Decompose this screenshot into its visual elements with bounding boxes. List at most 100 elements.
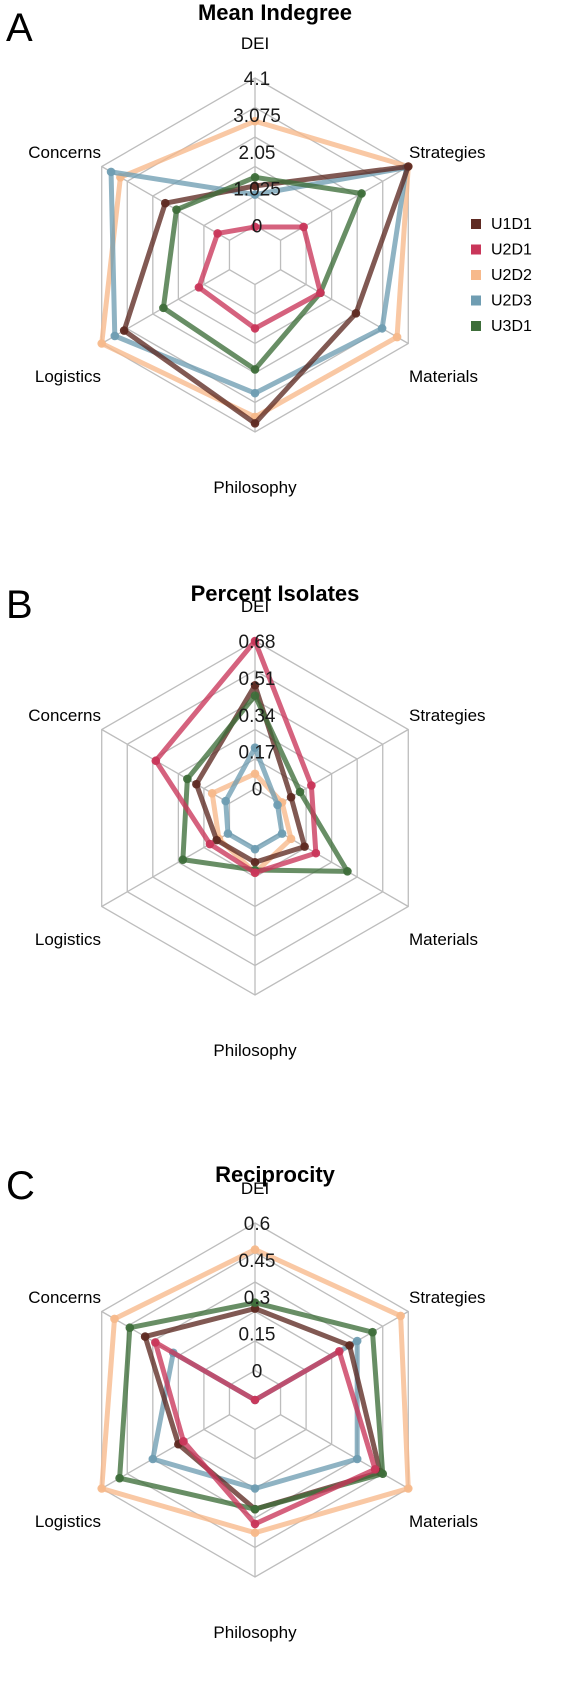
axis-label-philosophy: Philosophy — [213, 1623, 297, 1642]
panel-letter-c: C — [6, 1164, 35, 1208]
data-point-u2d3-dei — [250, 743, 260, 753]
tick-labels: 0 1.025 2.05 3.075 4.1 — [233, 69, 281, 238]
tick-label: 0.6 — [244, 1214, 270, 1235]
data-point-u3d1-concerns — [125, 1323, 135, 1333]
data-point-u1d1-strategies — [286, 792, 296, 802]
tick-label: 3.075 — [233, 106, 281, 127]
data-point-u2d2-strategies — [396, 1311, 405, 1321]
chart-title-percent-isolates: Percent Isolates — [191, 581, 360, 606]
data-point-u3d1-concerns — [183, 774, 192, 784]
legend-label-u2d3: U2D3 — [491, 293, 532, 310]
data-point-u3d1-strategies — [368, 1327, 377, 1337]
data-point-u1d1-materials — [351, 308, 361, 318]
data-point-u2d2-dei — [250, 116, 260, 126]
data-point-u3d1-logistics — [178, 855, 188, 864]
data-point-u3d1-concerns — [172, 205, 181, 214]
data-point-u2d1-philosophy — [250, 868, 260, 877]
data-point-u1d1-philosophy — [250, 857, 260, 867]
radar-grid — [101, 640, 409, 996]
legend-swatch-u2d3 — [471, 295, 481, 306]
data-point-u2d3-philosophy — [250, 1484, 260, 1493]
chart-title-reciprocity: Reciprocity — [215, 1162, 336, 1187]
data-point-u2d1-dei — [250, 1395, 260, 1405]
radar-series-group — [97, 1245, 413, 1538]
chart-title-mean-indegree: Mean Indegree — [198, 0, 352, 25]
data-point-u2d2-logistics — [97, 1484, 107, 1493]
panel-letter-a: A — [6, 6, 33, 50]
data-point-u2d1-concerns — [151, 1338, 160, 1347]
tick-label: 0 — [252, 780, 263, 801]
data-point-u3d1-materials — [378, 1469, 388, 1479]
axis-label-materials: Materials — [409, 930, 478, 949]
data-point-u2d1-concerns — [213, 229, 222, 238]
data-point-u2d1-materials — [311, 848, 321, 858]
tick-label: 2.05 — [239, 143, 276, 164]
tick-label: 0.45 — [239, 1251, 276, 1272]
axis-label-philosophy: Philosophy — [213, 478, 297, 497]
data-point-u1d1-dei — [250, 181, 260, 191]
data-point-u2d1-strategies — [335, 1347, 344, 1356]
data-point-u2d1-dei — [250, 222, 260, 232]
data-point-u1d1-philosophy — [250, 419, 260, 428]
tick-labels: 0 0.15 0.3 0.45 0.6 — [239, 1214, 276, 1383]
data-point-u3d1-dei — [250, 172, 260, 182]
data-point-u3d1-logistics — [159, 303, 168, 313]
data-point-u2d3-concerns — [106, 167, 116, 177]
data-point-u2d3-philosophy — [250, 388, 260, 398]
data-point-u3d1-philosophy — [250, 365, 260, 374]
data-point-u2d3-concerns — [221, 796, 230, 806]
data-point-u2d1-materials — [316, 288, 325, 298]
axis-label-dei: DEI — [241, 597, 269, 616]
axis-label-logistics: Logistics — [35, 367, 101, 386]
data-point-u3d1-materials — [343, 867, 352, 876]
axis-spoke-concerns — [101, 728, 230, 804]
tick-label: 0.68 — [239, 632, 276, 653]
legend-swatch-u2d2 — [471, 270, 481, 280]
radar-panel-b: B Percent Isolates 0 0.17 0.34 0.51 0.68 DEI S… — [6, 581, 486, 1060]
axis-label-dei: DEI — [241, 34, 269, 53]
data-point-u2d3-strategies — [273, 800, 282, 810]
data-point-u2d3-philosophy — [250, 844, 260, 854]
data-point-u2d1-concerns — [151, 756, 161, 766]
data-point-u2d3-logistics — [110, 331, 120, 341]
data-point-u1d1-dei — [250, 680, 260, 690]
axis-label-philosophy: Philosophy — [213, 1041, 297, 1060]
axis-label-concerns: Concerns — [28, 706, 101, 725]
tick-label: 0 — [252, 1362, 263, 1383]
data-point-u1d1-strategies — [345, 1341, 354, 1350]
data-point-u1d1-strategies — [403, 162, 413, 171]
data-point-u2d2-materials — [286, 834, 296, 844]
data-point-u2d2-dei — [250, 769, 260, 779]
legend: U1D1 U2D1 U2D2 U2D3 U3D1 — [471, 216, 532, 335]
axis-label-concerns: Concerns — [28, 143, 101, 162]
data-point-u2d3-strategies — [352, 1336, 362, 1346]
legend-swatch-u1d1 — [471, 219, 481, 229]
data-point-u2d2-materials — [403, 1484, 413, 1493]
data-point-u2d1-logistics — [179, 1437, 188, 1446]
data-point-u1d1-logistics — [119, 326, 129, 335]
data-point-u2d1-materials — [370, 1465, 380, 1474]
data-point-u3d1-logistics — [115, 1473, 124, 1483]
data-point-u2d2-dei — [250, 1245, 260, 1254]
tick-labels: 0 0.17 0.34 0.51 0.68 — [239, 632, 276, 801]
tick-label: 0 — [252, 217, 263, 238]
tick-label: 0.17 — [239, 743, 276, 764]
data-point-u2d1-philosophy — [250, 324, 260, 333]
legend-swatch-u3d1 — [471, 321, 481, 331]
radar-series-group — [97, 116, 413, 428]
data-point-u3d1-strategies — [295, 787, 305, 797]
data-point-u3d1-philosophy — [250, 1504, 260, 1514]
data-point-u2d1-dei — [250, 636, 260, 646]
data-point-u1d1-concerns — [140, 1332, 150, 1341]
data-point-u3d1-strategies — [357, 189, 366, 198]
data-point-u1d1-materials — [300, 842, 309, 851]
axis-label-dei: DEI — [241, 1179, 269, 1198]
tick-label: 0.3 — [244, 1288, 270, 1309]
data-point-u2d3-logistics — [223, 829, 233, 838]
data-point-u2d3-materials — [277, 829, 287, 838]
axis-labels: DEI Strategies Materials Philosophy Logistic… — [28, 597, 485, 1060]
radar-series-group — [151, 636, 352, 877]
data-point-u2d3-dei — [250, 190, 260, 199]
data-point-u2d2-concerns — [207, 788, 217, 798]
